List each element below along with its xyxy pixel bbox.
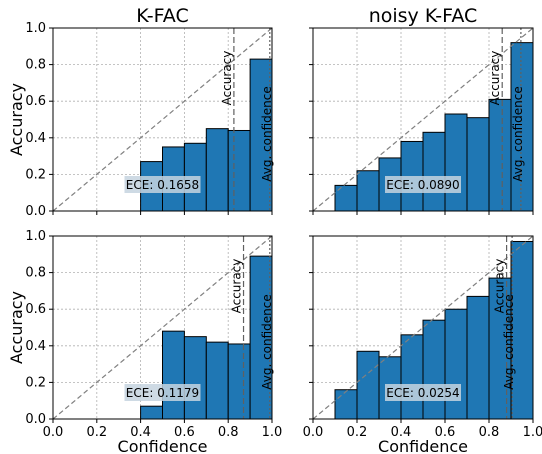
y-tick-label: 0.0 — [25, 204, 46, 219]
bar — [510, 240, 533, 419]
x-axis-label: Confidence — [378, 437, 468, 454]
y-tick-label: 0.6 — [25, 302, 46, 317]
x-tick-label: 0.2 — [347, 425, 368, 440]
x-tick-label: 0.8 — [218, 425, 239, 440]
chart-panel-2: Accuracy Avg. confidence ECE: 0.0890 noisy … — [309, 5, 534, 215]
y-axis-label: Accuracy — [7, 83, 26, 156]
bar — [183, 336, 207, 419]
bar — [444, 113, 468, 211]
bar — [466, 117, 490, 211]
accuracy-line-label: Accuracy — [230, 259, 244, 314]
axes-frame — [52, 235, 273, 420]
bar — [249, 58, 272, 211]
bar — [249, 255, 272, 419]
bar — [422, 131, 446, 211]
chart-panel-1: Accuracy Avg. confidence ECE: 0.1658 0.0 0.2… — [7, 5, 274, 219]
bar — [205, 341, 229, 419]
x-tick-label: 0.6 — [174, 425, 195, 440]
chart-title: noisy K-FAC — [369, 5, 478, 27]
y-tick-label: 0.4 — [25, 131, 46, 146]
x-tick-label: 0.4 — [130, 425, 151, 440]
bar — [334, 389, 358, 419]
x-tick-label: 0.0 — [303, 425, 324, 440]
ece-box: ECE: 0.1658 — [124, 176, 201, 193]
bar — [400, 334, 424, 419]
y-tick-label: 0.6 — [25, 94, 46, 109]
avg-confidence-line-label: Avg. confidence — [260, 86, 274, 182]
chart-title: K-FAC — [136, 5, 188, 27]
x-tick-label: 1.0 — [523, 425, 542, 440]
bar — [422, 319, 446, 419]
x-tick-label: 1.0 — [262, 425, 283, 440]
ticks — [49, 235, 273, 423]
ece-box: ECE: 0.0890 — [385, 176, 461, 193]
y-axis-label: Accuracy — [7, 291, 26, 364]
x-tick-label: 0.4 — [391, 425, 412, 440]
ece-box: ECE: 0.0254 — [385, 384, 461, 401]
ece-label: ECE: 0.0890 — [386, 178, 459, 192]
accuracy-line-label: Accuracy — [493, 259, 507, 314]
bar — [162, 330, 185, 419]
bar — [227, 129, 251, 211]
ece-box-background — [124, 384, 201, 401]
bar — [205, 128, 229, 211]
x-tick-label: 0.2 — [86, 425, 107, 440]
ticks — [309, 27, 534, 215]
x-tick-label: 0.6 — [435, 425, 456, 440]
bar — [227, 343, 251, 419]
axes-frame — [52, 27, 273, 212]
bar — [140, 405, 164, 419]
bar — [356, 350, 380, 419]
y-tick-label: 0.8 — [25, 266, 46, 281]
bar — [356, 170, 380, 211]
accuracy-line-label: Accuracy — [488, 51, 502, 106]
bar — [444, 308, 468, 419]
ece-box-background — [385, 384, 461, 401]
y-tick-label: 0.2 — [25, 167, 46, 182]
y-tick-label: 0.4 — [25, 339, 46, 354]
ece-box-background — [385, 176, 461, 193]
avg-confidence-line-label: Avg. confidence — [511, 86, 525, 182]
accuracy-line-label: Accuracy — [220, 51, 234, 106]
axes-frame — [312, 27, 534, 212]
ece-box: ECE: 0.1179 — [124, 384, 201, 401]
y-tick-label: 1.0 — [25, 229, 46, 244]
x-tick-label: 0.8 — [479, 425, 500, 440]
y-tick-label: 0.2 — [25, 375, 46, 390]
ticks — [49, 27, 273, 215]
axes-frame — [312, 235, 534, 420]
y-tick-label: 0.0 — [25, 412, 46, 427]
bar — [510, 42, 533, 211]
avg-confidence-line-label: Avg. confidence — [260, 294, 274, 390]
ece-label: ECE: 0.0254 — [386, 386, 459, 400]
ece-label: ECE: 0.1658 — [126, 178, 199, 192]
ece-label: ECE: 0.1179 — [126, 386, 199, 400]
x-tick-label: 0.0 — [43, 425, 64, 440]
bar — [466, 295, 490, 419]
ece-box-background — [124, 176, 201, 193]
bar — [488, 98, 512, 211]
avg-confidence-line-label: Avg. confidence — [502, 294, 516, 390]
y-tick-label: 1.0 — [25, 21, 46, 36]
chart-panel-3: Accuracy Avg. confidence ECE: 0.1179 0.0 0.2… — [7, 229, 282, 454]
y-tick-label: 0.8 — [25, 58, 46, 73]
ticks — [309, 235, 534, 423]
x-axis-label: Confidence — [118, 437, 208, 454]
